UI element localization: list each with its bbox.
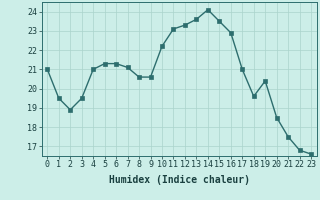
- X-axis label: Humidex (Indice chaleur): Humidex (Indice chaleur): [109, 175, 250, 185]
